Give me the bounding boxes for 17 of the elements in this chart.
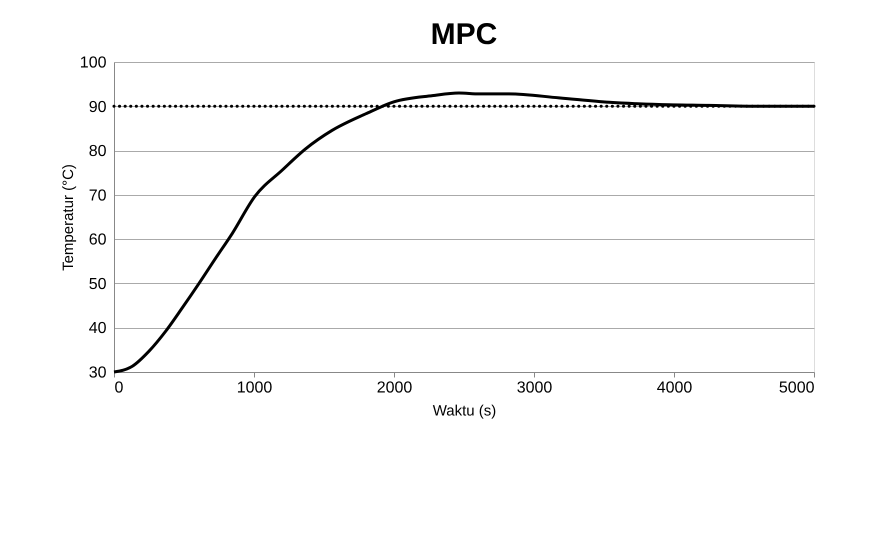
- y-tick-label: 100: [80, 54, 107, 72]
- x-tick-label: 5000: [778, 380, 815, 396]
- x-axis-title: Waktu (s): [432, 402, 496, 420]
- y-axis-title: Temperatur (°C): [60, 164, 77, 271]
- y-tick-label: 60: [88, 232, 107, 249]
- y-tick-label: 40: [88, 320, 107, 338]
- x-tick-label: 3000: [516, 380, 552, 396]
- x-tick-label: 2000: [376, 380, 412, 396]
- y-tick-label: 30: [88, 364, 107, 382]
- chart-title: MPC: [430, 18, 498, 51]
- y-tick-label: 70: [88, 187, 107, 204]
- x-tick-label: 0: [114, 380, 124, 396]
- y-tick-label: 90: [88, 98, 107, 116]
- y-tick-label: 80: [88, 143, 107, 160]
- x-tick-label: 1000: [236, 380, 272, 396]
- y-tick-label: 50: [88, 276, 107, 293]
- x-tick-label: 4000: [656, 380, 692, 396]
